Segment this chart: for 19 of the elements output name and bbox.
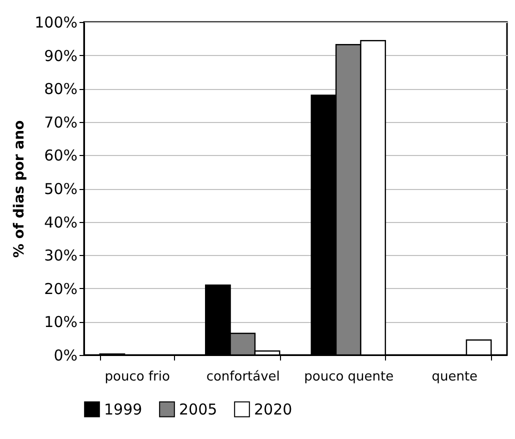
legend-label: 2020 [254, 400, 292, 418]
y-tick-label: 60% [44, 146, 78, 165]
y-tick-label: 50% [44, 180, 78, 198]
x-tick-label: pouco quente [304, 370, 394, 384]
y-tick-label: 30% [44, 246, 78, 265]
y-tick-label: 40% [44, 213, 78, 232]
x-tick-label: confortável [206, 370, 280, 384]
y-tick-label: 10% [44, 313, 78, 332]
legend-label: 2005 [179, 400, 218, 418]
y-tick-label: 20% [44, 280, 78, 298]
y-tick-label: 0% [54, 346, 78, 364]
y-tick-label: 70% [44, 113, 78, 132]
y-tick-label: 80% [44, 80, 78, 98]
x-tick-label: pouco frio [104, 370, 170, 384]
x-tick-label: quente [432, 370, 478, 384]
y-tick-label: 90% [44, 46, 78, 65]
y-axis-title: % of dias por ano [12, 120, 28, 258]
y-tick-label: 100% [34, 14, 78, 32]
legend-label: 1999 [104, 400, 142, 418]
